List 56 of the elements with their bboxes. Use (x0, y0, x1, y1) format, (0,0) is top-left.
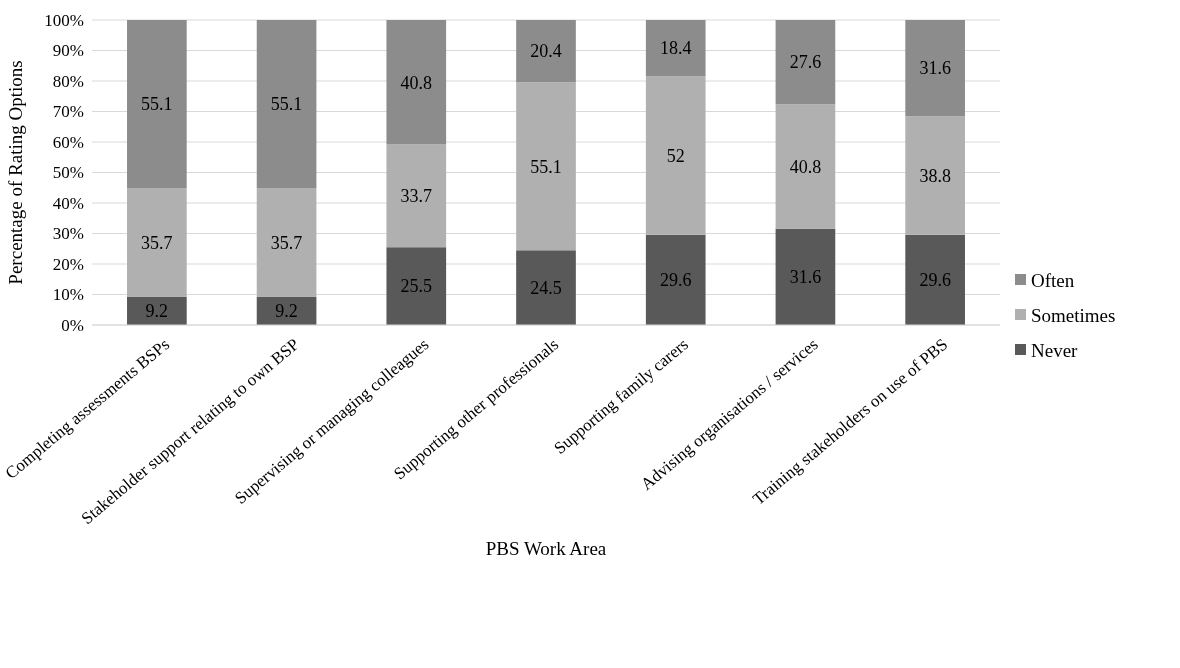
legend-label: Often (1031, 269, 1075, 291)
bar (127, 188, 187, 297)
bar (516, 250, 576, 325)
y-tick-label: 70% (52, 102, 84, 122)
data-label: 55.1 (270, 94, 303, 115)
data-label: 25.5 (400, 276, 433, 297)
data-label: 40.8 (400, 72, 433, 93)
data-label: 40.8 (789, 156, 822, 177)
bar (645, 234, 706, 325)
y-tick-label: 100% (44, 10, 84, 30)
data-label: 38.8 (919, 165, 951, 186)
y-tick-label: 0% (61, 315, 84, 335)
bar (256, 188, 317, 297)
y-axis-title: Percentage of Rating Options (5, 60, 26, 285)
y-tick-label: 30% (52, 224, 84, 244)
legend-label: Never (1031, 339, 1079, 361)
bar (905, 234, 965, 325)
bar (775, 104, 836, 229)
bar (127, 20, 187, 189)
y-tick-label: 50% (52, 163, 84, 183)
bar (905, 20, 965, 117)
y-tick-label: 20% (52, 254, 84, 274)
data-label: 33.7 (400, 186, 433, 207)
bar (386, 247, 447, 325)
data-label: 24.5 (530, 277, 562, 298)
data-label: 9.2 (275, 301, 298, 322)
data-label: 9.2 (145, 301, 169, 322)
bar (775, 20, 836, 105)
data-label: 31.6 (919, 58, 951, 79)
y-tick-label: 60% (52, 132, 84, 152)
data-label: 35.7 (141, 232, 173, 253)
data-label: 29.6 (919, 270, 951, 291)
bar (386, 20, 447, 145)
data-label: 31.6 (789, 267, 822, 288)
data-label: 18.4 (659, 38, 692, 59)
data-label: 55.1 (141, 94, 173, 115)
bar (386, 144, 447, 248)
bar (516, 20, 576, 83)
y-tick-label: 40% (52, 193, 84, 213)
bar (645, 20, 706, 77)
data-label: 35.7 (270, 232, 303, 253)
y-tick-label: 10% (52, 285, 84, 305)
bar (256, 20, 317, 189)
data-label: 55.1 (530, 156, 562, 177)
bar (645, 76, 706, 235)
bar (905, 116, 965, 235)
bar (516, 82, 576, 251)
bar (775, 228, 836, 325)
data-label: 27.6 (789, 52, 822, 73)
data-label: 20.4 (530, 41, 562, 62)
y-tick-label: 90% (52, 41, 84, 61)
data-label: 52 (666, 145, 685, 166)
x-axis-title: PBS Work Area (485, 538, 607, 559)
legend-label: Sometimes (1031, 304, 1116, 326)
y-tick-label: 80% (52, 71, 84, 91)
data-label: 29.6 (659, 270, 692, 291)
